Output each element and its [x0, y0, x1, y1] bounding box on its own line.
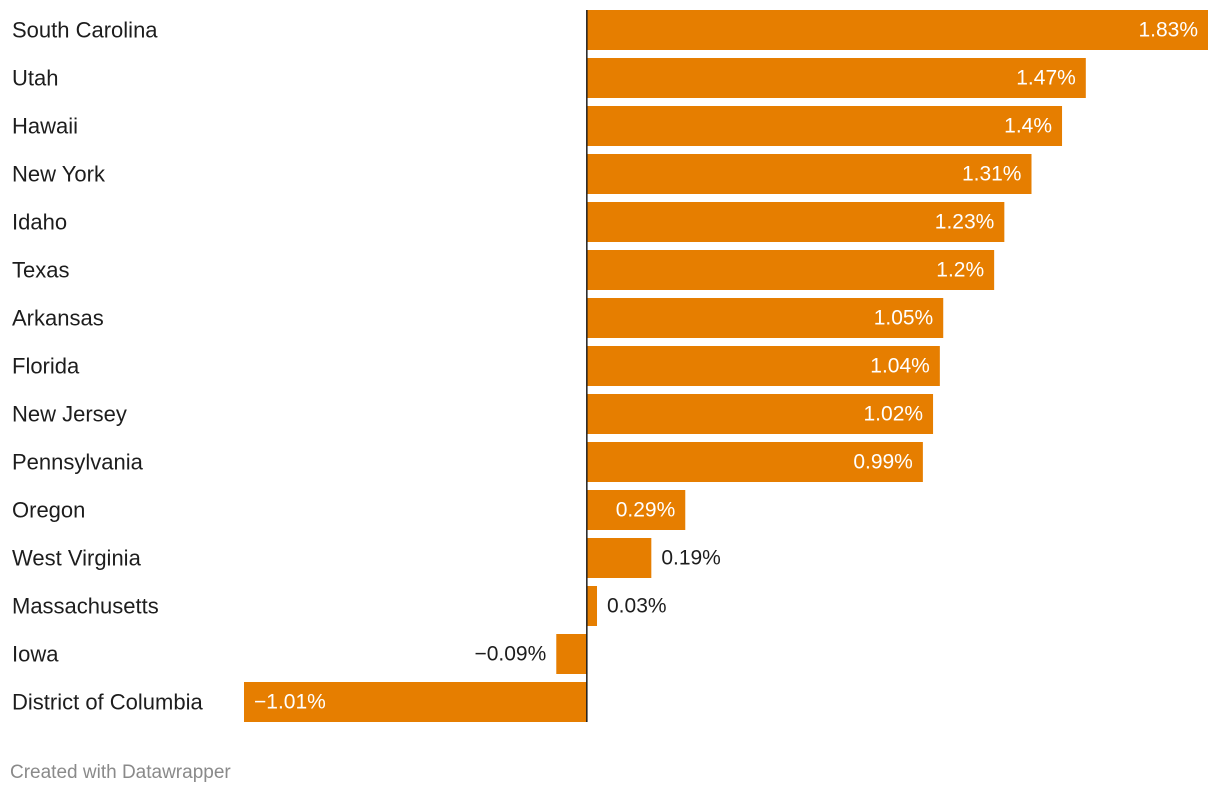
category-label: Florida [12, 354, 80, 379]
bar [586, 58, 1086, 98]
bar [244, 682, 587, 722]
category-label: Pennsylvania [12, 450, 144, 475]
category-label: Oregon [12, 498, 85, 523]
bar [586, 202, 1005, 242]
value-label: 0.99% [853, 451, 913, 474]
value-label: 1.83% [1138, 19, 1198, 42]
value-label: 1.04% [870, 355, 930, 378]
datawrapper-credit: Created with Datawrapper [10, 762, 231, 783]
bar [586, 10, 1208, 50]
bar [586, 442, 923, 482]
bar [586, 154, 1032, 194]
bar [586, 106, 1063, 146]
value-label: 1.23% [935, 211, 995, 234]
value-label: 1.4% [1004, 115, 1052, 138]
category-label: Texas [12, 258, 69, 283]
category-label: Iowa [12, 642, 59, 667]
value-label: 0.29% [616, 499, 676, 522]
bar [586, 490, 686, 530]
bar [586, 298, 944, 338]
bar [586, 346, 940, 386]
chart-rows: South Carolina 1.83% Utah 1.47% Hawaii 1.4% Ne… [12, 10, 1208, 722]
value-label: 1.47% [1016, 67, 1076, 90]
category-label: New York [12, 162, 106, 187]
bar [586, 538, 652, 578]
category-label: Massachusetts [12, 594, 159, 619]
value-label: −1.01% [254, 691, 326, 714]
bar [586, 250, 995, 290]
value-label: −0.09% [474, 643, 546, 666]
bar [556, 634, 587, 674]
category-label: Arkansas [12, 306, 104, 331]
bar [586, 394, 934, 434]
value-label: 0.03% [607, 595, 667, 618]
category-label: Idaho [12, 210, 67, 235]
value-label: 1.31% [962, 163, 1022, 186]
category-label: District of Columbia [12, 690, 203, 715]
category-label: Utah [12, 66, 58, 91]
value-label: 0.19% [661, 547, 721, 570]
bar [586, 586, 598, 626]
category-label: New Jersey [12, 402, 127, 427]
value-label: 1.02% [864, 403, 924, 426]
category-label: South Carolina [12, 18, 158, 43]
category-label: Hawaii [12, 114, 78, 139]
value-label: 1.2% [936, 259, 984, 282]
value-label: 1.05% [874, 307, 934, 330]
category-label: West Virginia [12, 546, 142, 571]
